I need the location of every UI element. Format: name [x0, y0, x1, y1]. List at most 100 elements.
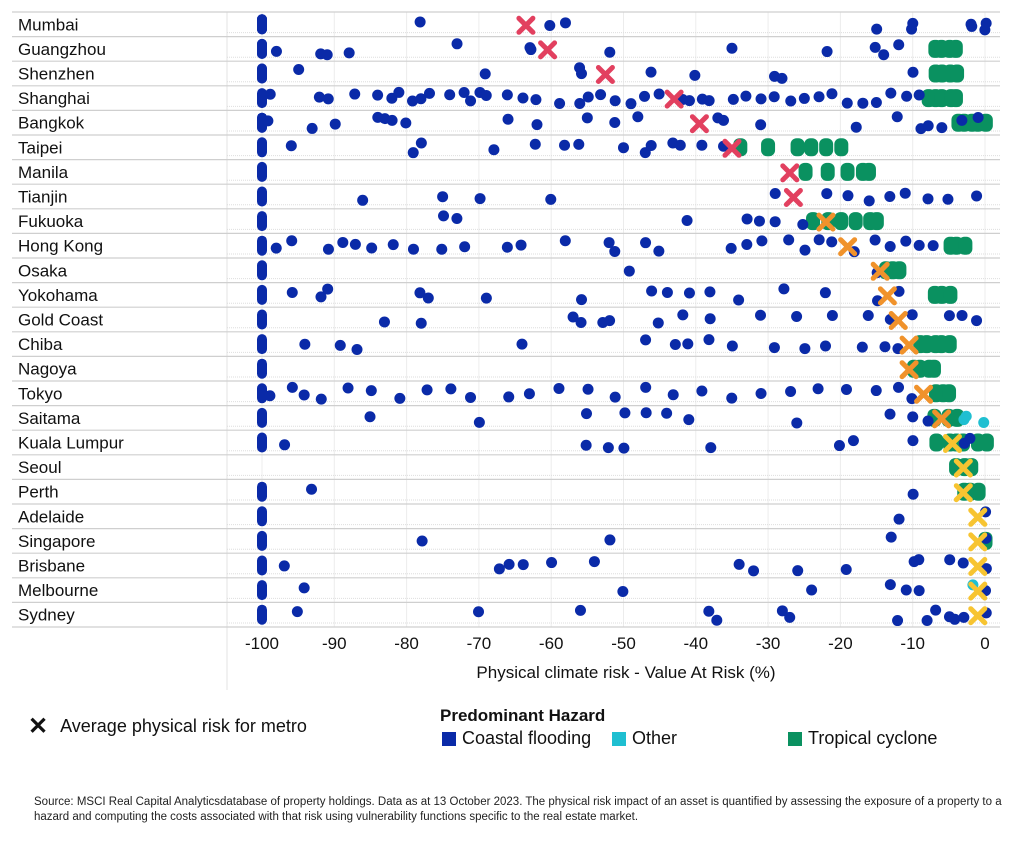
coastal-flooding-point [922, 193, 934, 205]
coastal-flooding-point [270, 45, 282, 57]
coastal-flooding-point [784, 611, 796, 623]
coastal-flooding-point [546, 557, 558, 569]
coastal-flooding-point [619, 407, 631, 419]
metro-average-marker [538, 40, 558, 60]
coastal-flooding-point [913, 585, 925, 597]
coastal-flooding-point [257, 14, 267, 35]
tropical-cyclone-point [798, 162, 813, 181]
coastal-flooding-point [415, 93, 427, 105]
tropical-cyclone-point [869, 212, 884, 231]
coastal-flooding-point [768, 91, 780, 103]
coastal-flooding-point [884, 579, 896, 591]
row-label: Tianjin [18, 188, 67, 207]
coastal-flooding-point [322, 93, 334, 105]
coastal-flooding-point [901, 90, 913, 102]
coastal-flooding-point [958, 611, 970, 623]
coastal-flooding-point [753, 215, 765, 227]
coastal-flooding-point [683, 287, 695, 299]
coastal-flooding-point [726, 42, 738, 54]
x-tick-label: -60 [539, 634, 564, 653]
coastal-flooding-point [833, 440, 845, 452]
coastal-flooding-point [682, 338, 694, 350]
coastal-flooding-point [574, 604, 586, 616]
coastal-flooding-point [298, 389, 310, 401]
other-swatch [612, 731, 626, 746]
coastal-flooding-point [847, 435, 859, 447]
coastal-flooding-point [645, 66, 657, 78]
tropical-cyclone-point [806, 212, 821, 231]
coastal-flooding-point [609, 117, 621, 129]
coastal-flooding-point [653, 88, 665, 100]
coastal-flooding-point [725, 242, 737, 254]
coastal-flooding-point [357, 194, 369, 206]
coastal-flooding-point [812, 383, 824, 395]
coastal-flooding-point [530, 94, 542, 106]
coastal-flooding-point [956, 114, 968, 126]
coastal-flooding-point [298, 582, 310, 594]
coastal-flooding-point [278, 560, 290, 572]
coastal-flooding-point [559, 17, 571, 29]
coastal-flooding-point [899, 187, 911, 199]
coastal-flooding-point [652, 317, 664, 329]
cross-stroke [595, 65, 615, 84]
coastal-flooding-point [416, 535, 428, 547]
coastal-flooding-point [257, 358, 267, 379]
x-tick-label: -30 [756, 634, 781, 653]
coastal-flooding-point [936, 122, 948, 134]
coastal-flooding-point [661, 407, 673, 419]
coastal-flooding-point [503, 558, 515, 570]
metro-risk-chart: Mumbai Guangzhou Shenzhen Shanghai Bangkok Ta… [12, 11, 1000, 690]
tropical-cyclone-point [790, 138, 805, 157]
coastal-flooding-point [474, 193, 486, 205]
coastal-flooding-point [559, 235, 571, 247]
row-label: Melbourne [18, 581, 98, 600]
coastal-flooding-point [349, 238, 361, 250]
coastal-flooding-point [640, 237, 652, 249]
coastal-flooding-point [971, 315, 983, 327]
coastal-flooding-point [604, 46, 616, 58]
coastal-flooding-point [776, 72, 788, 84]
grid [12, 11, 1000, 690]
coastal-flooding-point [264, 88, 276, 100]
coastal-flooding-point [740, 90, 752, 102]
coastal-flooding-point [517, 559, 529, 571]
coastal-flooding-point [791, 417, 803, 429]
row-label: Saitama [18, 409, 81, 428]
metro-average-marker [953, 458, 973, 478]
coastal-flooding-point [791, 311, 803, 323]
cross-stroke [783, 188, 803, 207]
coastal-flooding-point [943, 310, 955, 322]
x-tick-label: -70 [467, 634, 492, 653]
coastal-flooding-point [677, 309, 689, 321]
coastal-flooding-point [372, 89, 384, 101]
tropical-cyclone-point [948, 89, 963, 108]
coastal-flooding-point [683, 95, 695, 107]
metro-average-marker [899, 360, 919, 380]
coastal-flooding-point [438, 210, 450, 222]
coastal-flooding-point [517, 92, 529, 104]
coastal-flooding-point [892, 615, 904, 627]
coastal-flooding-point [529, 138, 541, 150]
coastal-flooding-point [337, 236, 349, 248]
row-label: Manila [18, 163, 69, 182]
coastal-flooding-point [870, 96, 882, 108]
coastal-flooding-point [878, 49, 890, 61]
coastal-flooding-point [913, 89, 925, 101]
coastal-flooding-point [705, 442, 717, 454]
coastal-flooding-point [799, 244, 811, 256]
row-label: Singapore [18, 532, 96, 551]
coastal-flooding-point [783, 234, 795, 246]
coastal-flooding-point [257, 334, 267, 355]
coastal-flooding-point [515, 239, 527, 251]
cross-stroke [780, 163, 800, 183]
cross-stroke [968, 532, 988, 552]
row-label: Taipei [18, 138, 62, 157]
coastal-flooding-point [748, 565, 760, 577]
coastal-flooding-point [581, 408, 593, 420]
coastal-flooding-point [603, 237, 615, 249]
x-axis: -100 -90 -80 -70 -60 -50 -40 -30 -20 -10 0 [245, 634, 990, 653]
coastal-flooding-point [414, 16, 426, 28]
coastal-flooding-point [741, 238, 753, 250]
legend-label: Coastal flooding [462, 728, 592, 748]
tropical-cyclone-point [943, 285, 958, 304]
